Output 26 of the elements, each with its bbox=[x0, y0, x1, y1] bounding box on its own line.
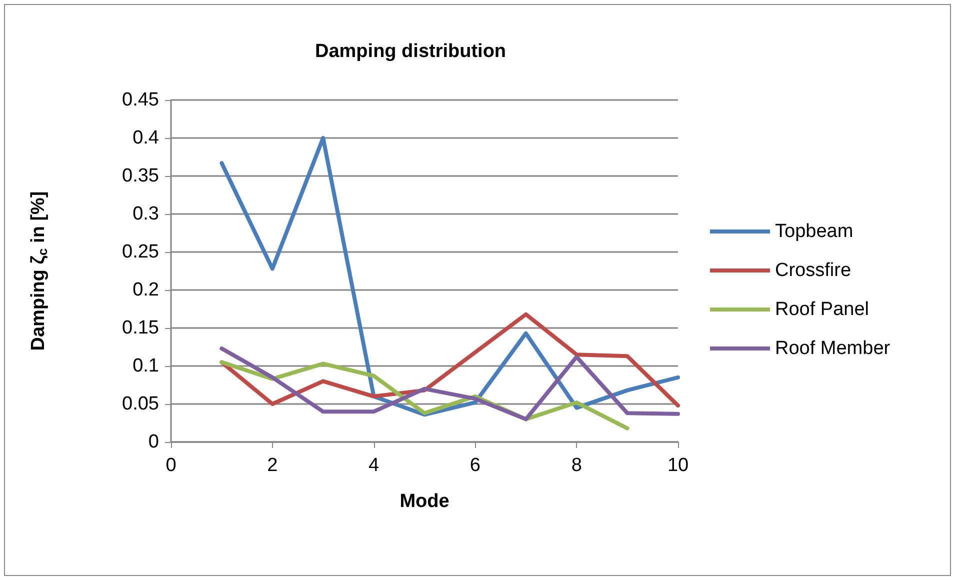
y-tick-label: 0.35 bbox=[122, 166, 159, 186]
y-tick-label: 0 bbox=[148, 432, 159, 452]
y-tick-label: 0.3 bbox=[132, 204, 159, 224]
x-tick-label: 6 bbox=[470, 455, 480, 476]
x-tick-label: 8 bbox=[571, 455, 582, 476]
legend-label: Roof Panel bbox=[775, 299, 870, 320]
legend-label: Crossfire bbox=[775, 260, 852, 281]
x-tick-label: 4 bbox=[368, 455, 380, 476]
y-tick-label: 0.45 bbox=[122, 90, 159, 110]
y-tick-label: 0.05 bbox=[122, 394, 159, 414]
x-tick-label: 0 bbox=[166, 455, 176, 476]
chart-title: Damping distribution bbox=[315, 41, 506, 62]
y-tick-label: 0.2 bbox=[132, 280, 159, 300]
legend-label: Roof Member bbox=[775, 338, 891, 359]
line-series bbox=[220, 136, 680, 417]
line-series bbox=[220, 312, 680, 408]
y-tick-label: 0.25 bbox=[122, 242, 159, 262]
y-tick-label: 0.4 bbox=[132, 128, 160, 148]
x-axis-title: Mode bbox=[400, 491, 450, 512]
x-tick-label: 10 bbox=[667, 455, 689, 476]
x-tick-label: 2 bbox=[267, 455, 278, 476]
y-axis-title: Damping ζc in [%] bbox=[28, 191, 50, 351]
line-series bbox=[220, 346, 680, 422]
y-tick-label: 0.1 bbox=[132, 356, 159, 376]
legend-label: Topbeam bbox=[775, 221, 854, 242]
y-tick-label: 0.15 bbox=[122, 318, 159, 338]
